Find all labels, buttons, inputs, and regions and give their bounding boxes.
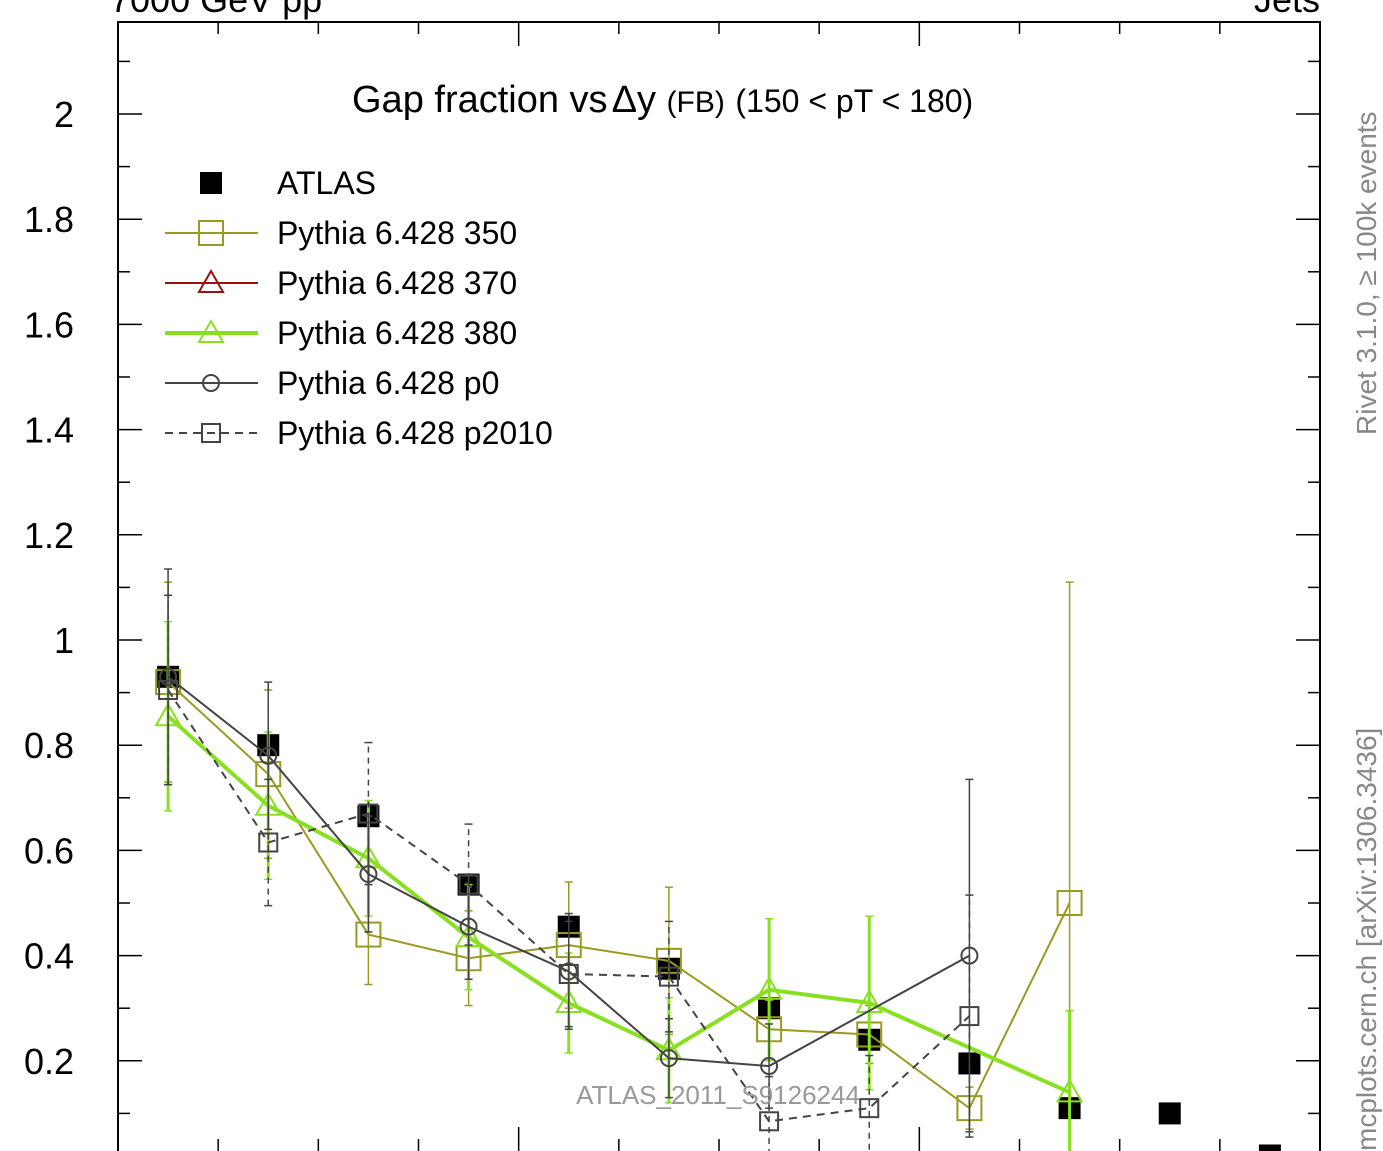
data-point (760, 1057, 779, 1076)
axis-ticks (117, 22, 1321, 1151)
chart-title: Gap fraction vs Δy (FB) (150 < pT < 180) (352, 79, 973, 121)
series-pythia-6-428-380 (154, 620, 1084, 1151)
legend-marker (201, 423, 221, 443)
legend-entry-pythia-6-428-370: Pythia 6.428 370 (165, 265, 517, 301)
data-point (755, 975, 783, 1000)
y-tick-label: 0.8 (24, 725, 74, 766)
legend-label: Pythia 6.428 350 (277, 215, 517, 251)
y-tick-label: 1.4 (24, 410, 74, 451)
analysis-watermark: ATLAS_2011_S9126244 (576, 1080, 860, 1110)
legend-label: Pythia 6.428 p2010 (277, 415, 553, 451)
legend-entry-atlas: ATLAS (200, 165, 376, 201)
series-line (167, 681, 1071, 1110)
legend-marker (198, 220, 224, 246)
legend-marker (197, 318, 225, 343)
legend-label: Pythia 6.428 380 (277, 315, 517, 351)
data-point (358, 803, 379, 824)
legend-marker (200, 172, 222, 194)
y-tick-label: 0.6 (24, 830, 74, 871)
data-point (558, 964, 579, 985)
legend-entry-pythia-6-428-380: Pythia 6.428 380 (165, 315, 517, 351)
data-point (258, 832, 279, 853)
data-point (959, 1006, 980, 1027)
y-tick-label: 1.8 (24, 199, 74, 240)
legend: ATLAS Pythia 6.428 350 Pythia 6.428 370 Pyt… (165, 165, 553, 451)
title-range: (150 < pT < 180) (735, 83, 973, 119)
y-tick-label: 0.4 (24, 936, 74, 977)
top-left-header-fragment: 7000 GeV pp (110, 0, 322, 20)
data-point (659, 1049, 678, 1068)
y-tick-label: 1.6 (24, 304, 74, 345)
y-tick-label: 1.2 (24, 515, 74, 556)
series-layer (154, 568, 1281, 1151)
data-point (1158, 1102, 1181, 1125)
series-line (166, 714, 1071, 1095)
legend-entry-pythia-6-428-p2010: Pythia 6.428 p2010 (165, 415, 553, 451)
title-main: Gap fraction vs (352, 79, 608, 121)
legend-label: Pythia 6.428 370 (277, 265, 517, 301)
top-right-header-fragment: Jets (1254, 0, 1320, 20)
data-point (1056, 890, 1083, 916)
title-delta: Δy (612, 79, 656, 121)
title-tag: (FB) (667, 86, 725, 119)
data-point (158, 679, 179, 700)
y-tick-label: 0.2 (24, 1041, 74, 1082)
legend-label: Pythia 6.428 p0 (277, 365, 499, 401)
data-point (458, 874, 479, 895)
side-label-mcplots: mcplots.cern.ch [arXiv:1306.3436] (1351, 728, 1382, 1151)
y-tick-label: 1 (54, 620, 74, 661)
side-label-rivet: Rivet 3.1.0, ≥ 100k events (1351, 111, 1382, 435)
data-point (658, 966, 679, 987)
legend-label: ATLAS (277, 165, 376, 201)
series-pythia-6-428-350 (155, 581, 1083, 1151)
legend-marker (197, 268, 225, 293)
series-line (167, 689, 971, 1123)
data-point (259, 746, 278, 765)
data-point (759, 1111, 780, 1132)
series-atlas (157, 665, 1281, 1151)
legend-entry-pythia-6-428-350: Pythia 6.428 350 (165, 215, 517, 251)
series-pythia-6-428-p2010 (158, 594, 980, 1151)
data-point (1055, 1078, 1084, 1103)
legend-entry-pythia-6-428-p0: Pythia 6.428 p0 (165, 365, 499, 401)
series-line (167, 676, 970, 1068)
y-tick-labels: 0.2 0.4 0.6 0.8 1 1.2 1.4 1.6 1.8 2 (24, 94, 74, 1082)
y-tick-label: 2 (54, 94, 74, 135)
legend-marker (202, 374, 220, 392)
data-point (859, 1098, 880, 1119)
data-point (1258, 1144, 1281, 1151)
